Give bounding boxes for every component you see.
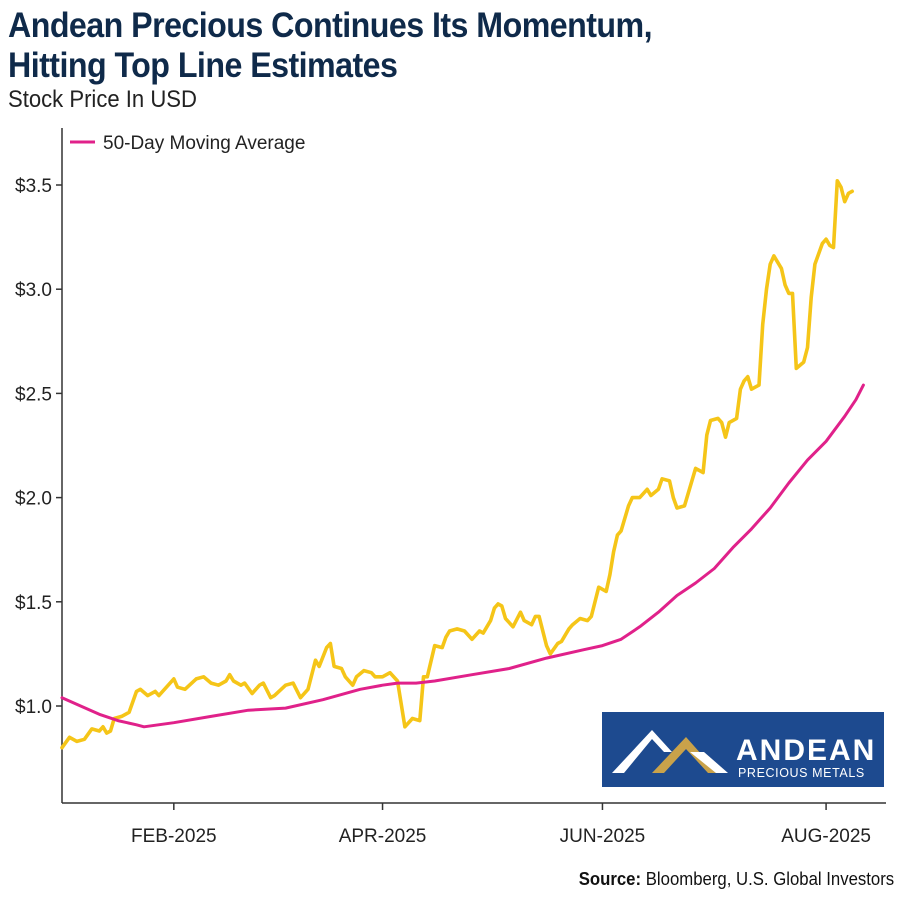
series-line-stock-price — [60, 179, 854, 750]
source-text: Bloomberg, U.S. Global Investors — [645, 869, 894, 889]
chart-title: Andean Precious Continues Its Momentum, … — [8, 6, 818, 86]
y-tick-label: $1.0 — [15, 697, 52, 718]
legend: 50-Day Moving Average — [70, 133, 305, 154]
x-tick-label: AUG-2025 — [781, 826, 871, 847]
mountain-icon-white — [612, 730, 672, 773]
andean-logo: ANDEAN PRECIOUS METALS — [602, 712, 884, 787]
y-axis: $1.0 $1.5 $2.0 $2.5 $3.0 $3.5 — [15, 176, 62, 718]
mountain-icon-white-right — [690, 752, 728, 773]
series-layer — [60, 179, 865, 750]
title-line-1: Andean Precious Continues Its Momentum, — [8, 6, 653, 45]
x-tick-label: JUN-2025 — [560, 826, 646, 847]
y-tick-label: $2.0 — [15, 489, 52, 510]
logo-tagline: PRECIOUS METALS — [738, 766, 865, 780]
legend-label-moving-average: 50-Day Moving Average — [103, 133, 305, 154]
y-tick-label: $1.5 — [15, 593, 52, 614]
title-line-2: Hitting Top Line Estimates — [8, 46, 398, 85]
series-line-moving-average — [60, 383, 865, 729]
source-note: Source: Bloomberg, U.S. Global Investors — [579, 869, 894, 890]
y-tick-label: $3.5 — [15, 176, 52, 197]
chart-subtitle: Stock Price In USD — [8, 86, 197, 113]
x-tick-label: FEB-2025 — [131, 826, 217, 847]
y-tick-label: $3.0 — [15, 280, 52, 301]
source-label: Source: — [578, 869, 641, 889]
logo-name: ANDEAN — [736, 734, 876, 767]
x-tick-label: APR-2025 — [339, 826, 427, 847]
mountain-icon-gold — [652, 737, 718, 773]
x-axis: FEB-2025 APR-2025 JUN-2025 AUG-2025 — [131, 803, 871, 847]
logo-background — [602, 712, 884, 787]
y-tick-label: $2.5 — [15, 384, 52, 405]
